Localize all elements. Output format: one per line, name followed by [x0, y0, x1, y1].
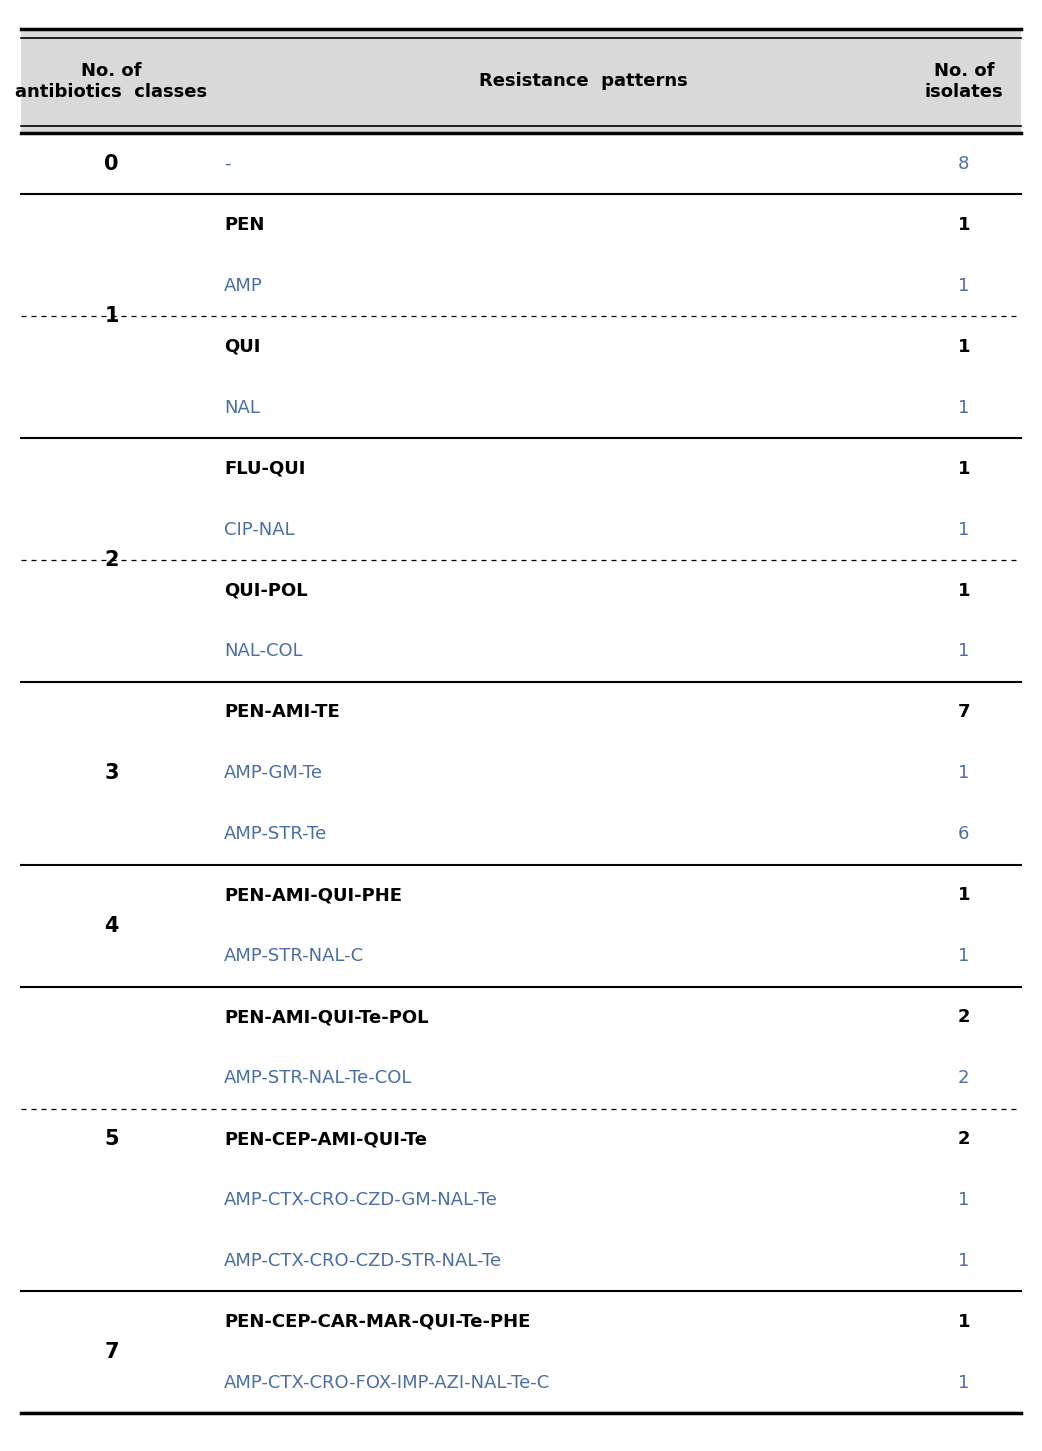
Text: PEN-CEP-AMI-QUI-Te: PEN-CEP-AMI-QUI-Te — [224, 1130, 427, 1148]
Text: AMP-STR-Te: AMP-STR-Te — [224, 826, 327, 843]
Text: CIP-NAL: CIP-NAL — [224, 521, 295, 538]
Text: Resistance  patterns: Resistance patterns — [479, 73, 688, 90]
Text: AMP-CTX-CRO-FOX-IMP-AZI-NAL-Te-C: AMP-CTX-CRO-FOX-IMP-AZI-NAL-Te-C — [224, 1374, 550, 1392]
Text: 1: 1 — [959, 643, 969, 660]
Text: 7: 7 — [958, 704, 970, 721]
Text: NAL-COL: NAL-COL — [224, 643, 302, 660]
Text: NAL: NAL — [224, 399, 259, 416]
Text: 1: 1 — [958, 338, 970, 355]
Text: No. of
isolates: No. of isolates — [924, 62, 1003, 100]
Text: AMP-CTX-CRO-CZD-GM-NAL-Te: AMP-CTX-CRO-CZD-GM-NAL-Te — [224, 1191, 498, 1209]
Text: FLU-QUI: FLU-QUI — [224, 460, 305, 477]
Text: 1: 1 — [959, 1252, 969, 1270]
Text: 1: 1 — [104, 306, 119, 326]
Text: AMP: AMP — [224, 277, 263, 295]
Text: No. of
antibiotics  classes: No. of antibiotics classes — [16, 62, 207, 100]
Text: 1: 1 — [958, 887, 970, 904]
Text: 1: 1 — [959, 948, 969, 965]
Text: AMP-CTX-CRO-CZD-STR-NAL-Te: AMP-CTX-CRO-CZD-STR-NAL-Te — [224, 1252, 502, 1270]
Text: 0: 0 — [104, 154, 119, 174]
Text: 8: 8 — [959, 155, 969, 173]
Text: 7: 7 — [104, 1342, 119, 1362]
Text: PEN: PEN — [224, 216, 265, 234]
Text: 1: 1 — [959, 521, 969, 538]
Text: 3: 3 — [104, 763, 119, 784]
Text: PEN-AMI-QUI-PHE: PEN-AMI-QUI-PHE — [224, 887, 402, 904]
Text: 1: 1 — [959, 399, 969, 416]
Text: QUI: QUI — [224, 338, 260, 355]
Text: 1: 1 — [958, 460, 970, 477]
Text: 1: 1 — [958, 582, 970, 599]
Text: 1: 1 — [958, 1313, 970, 1331]
Text: -: - — [224, 155, 230, 173]
Text: 1: 1 — [959, 1374, 969, 1392]
Text: 2: 2 — [958, 1008, 970, 1026]
Text: 5: 5 — [104, 1129, 119, 1149]
Bar — [21, 29, 1021, 133]
Text: 2: 2 — [958, 1069, 970, 1087]
Text: 6: 6 — [959, 826, 969, 843]
Text: 2: 2 — [104, 550, 119, 570]
Text: 1: 1 — [958, 216, 970, 234]
Text: PEN-AMI-TE: PEN-AMI-TE — [224, 704, 340, 721]
Text: 1: 1 — [959, 1191, 969, 1209]
Text: 1: 1 — [959, 277, 969, 295]
Text: AMP-GM-Te: AMP-GM-Te — [224, 765, 323, 782]
Text: 2: 2 — [958, 1130, 970, 1148]
Text: PEN-CEP-CAR-MAR-QUI-Te-PHE: PEN-CEP-CAR-MAR-QUI-Te-PHE — [224, 1313, 530, 1331]
Text: 4: 4 — [104, 916, 119, 936]
Text: PEN-AMI-QUI-Te-POL: PEN-AMI-QUI-Te-POL — [224, 1008, 428, 1026]
Text: 1: 1 — [959, 765, 969, 782]
Text: QUI-POL: QUI-POL — [224, 582, 307, 599]
Text: AMP-STR-NAL-C: AMP-STR-NAL-C — [224, 948, 364, 965]
Text: AMP-STR-NAL-Te-COL: AMP-STR-NAL-Te-COL — [224, 1069, 413, 1087]
